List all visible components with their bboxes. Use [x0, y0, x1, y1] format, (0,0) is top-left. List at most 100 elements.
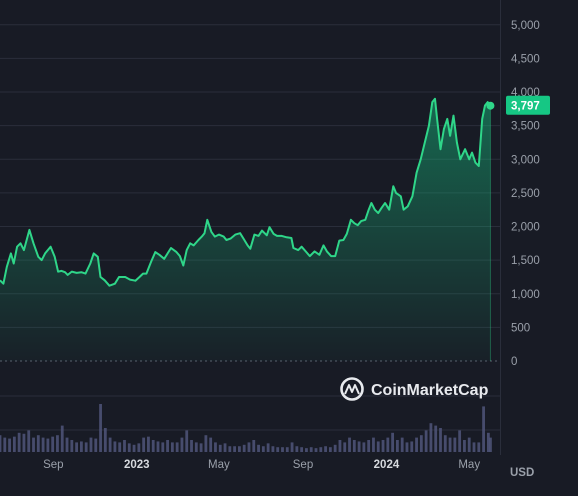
volume-bar [209, 437, 213, 452]
x-tick-label: May [458, 459, 480, 471]
watermark: CoinMarketCap [340, 377, 489, 401]
volume-bar [17, 432, 21, 452]
volume-bar [41, 437, 45, 452]
volume-bar [319, 447, 323, 452]
volume-bar [27, 430, 31, 452]
volume-bar [309, 447, 313, 452]
volume-bar [123, 440, 126, 452]
coinmarketcap-logo-icon [340, 377, 364, 401]
volume-bar [79, 441, 83, 452]
y-tick-label: 1,000 [511, 289, 540, 301]
volume-bar [113, 441, 117, 452]
volume-bar [463, 440, 466, 452]
volume-bar [22, 433, 26, 452]
y-tick-label: 4,500 [511, 53, 540, 65]
volume-bar [467, 437, 471, 452]
volume-bar [372, 437, 375, 452]
volume-bar [276, 447, 280, 452]
volume-bar [434, 425, 438, 452]
last-price-text: 3,797 [511, 101, 540, 113]
volume-bar [247, 442, 251, 452]
volume-bar [410, 441, 414, 452]
volume-bar [486, 432, 490, 452]
volume-bar [237, 446, 241, 452]
y-tick-label: 3,500 [511, 121, 540, 133]
volume-bar [261, 446, 265, 452]
volume-bar [103, 428, 107, 452]
volume-bar [424, 430, 428, 452]
volume-bar [419, 435, 423, 452]
volume-bar [376, 441, 380, 452]
watermark-text: CoinMarketCap [371, 382, 489, 399]
volume-bar [151, 440, 155, 452]
volume-bar [142, 437, 146, 452]
y-tick-label: 500 [511, 322, 530, 334]
y-tick-label: 0 [511, 356, 517, 368]
volume-bar [290, 442, 294, 452]
last-price-label: 3,797 [506, 95, 550, 115]
volume-bar [60, 425, 64, 452]
volume-bar [175, 442, 179, 452]
volume-bar [489, 437, 492, 452]
volume-bar [204, 435, 208, 452]
volume-bar [281, 447, 284, 452]
volume-bar [36, 435, 40, 452]
volume-bar [266, 443, 270, 452]
y-tick-label: 2,500 [511, 188, 540, 200]
volume-bar [357, 441, 361, 452]
currency-label: USD [510, 467, 534, 479]
volume-bar [391, 432, 395, 452]
volume-bar [161, 442, 165, 452]
volume-bar [3, 437, 7, 452]
volume-bar [343, 442, 347, 452]
volume-bar [352, 440, 356, 452]
volume-bar [12, 436, 16, 452]
y-tick-label: 5,000 [511, 20, 540, 32]
volume-bar [400, 437, 404, 452]
volume-bar [75, 442, 79, 452]
volume-bar [472, 442, 476, 452]
volume-bars [0, 404, 492, 452]
volume-bar [137, 443, 141, 452]
y-axis: 5,0004,5004,0003,5003,0002,5002,0001,500… [511, 20, 540, 368]
volume-bar [257, 444, 260, 452]
volume-bar [386, 437, 390, 452]
volume-bar [328, 447, 332, 452]
volume-bar [415, 437, 418, 452]
volume-bar [396, 440, 399, 452]
volume-bar [89, 437, 93, 452]
volume-bar [295, 446, 299, 452]
y-tick-label: 3,000 [511, 154, 540, 166]
volume-bar [271, 446, 275, 452]
volume-bar [8, 438, 11, 452]
volume-bar [51, 436, 55, 452]
volume-bar [99, 404, 102, 452]
x-axis: Sep 2023 May Sep 2024 May [43, 459, 480, 471]
volume-bar [180, 437, 184, 452]
volume-bar [348, 437, 351, 452]
volume-bar [46, 438, 50, 452]
volume-bar [482, 406, 485, 452]
price-line [0, 97, 492, 287]
volume-bar [218, 444, 222, 452]
volume-bar [453, 437, 457, 452]
x-tick-label: May [208, 459, 230, 471]
volume-bar [285, 447, 289, 452]
y-tick-label: 1,500 [511, 255, 540, 267]
volume-bar [0, 435, 2, 452]
x-tick-label: 2023 [124, 459, 150, 471]
volume-bar [170, 442, 174, 452]
volume-bar [194, 442, 198, 452]
volume-bar [314, 448, 318, 452]
volume-bar [443, 435, 447, 452]
volume-bar [118, 442, 122, 452]
volume-bar [439, 428, 442, 452]
volume-bar [233, 446, 237, 452]
coinmarketcap-logo-wave [344, 384, 360, 395]
x-tick-label: Sep [293, 459, 313, 471]
volume-bar [362, 442, 366, 452]
volume-bar [338, 440, 342, 452]
volume-bar [65, 437, 69, 452]
last-price-bg [506, 95, 550, 115]
